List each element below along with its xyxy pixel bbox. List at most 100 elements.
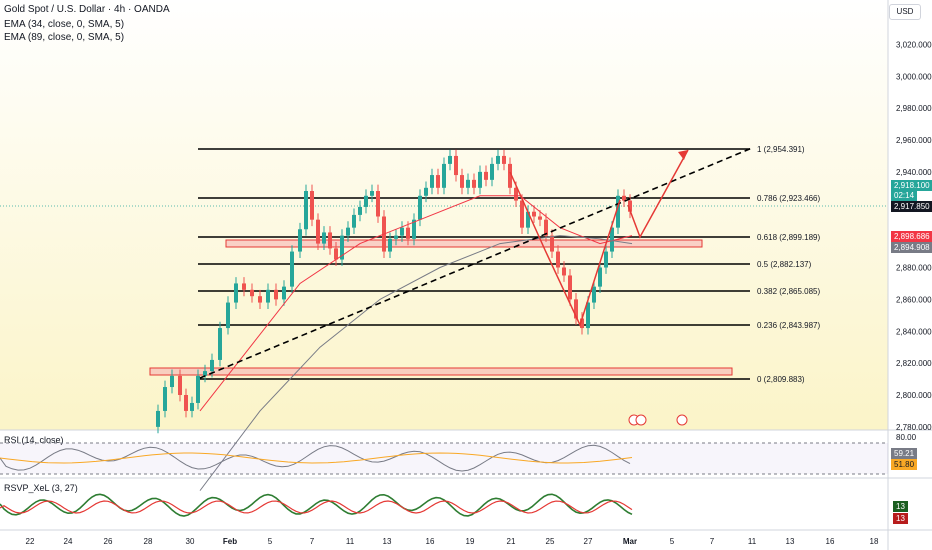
time-axis-label: 13: [786, 537, 795, 546]
ema34-legend[interactable]: EMA (34, close, 0, SMA, 5): [4, 19, 125, 30]
price-tick-label: 2,780.000: [896, 423, 932, 432]
rsi-pane-background: [0, 430, 888, 478]
candle-body: [466, 179, 470, 188]
price-tick-label: 2,960.000: [896, 136, 932, 145]
candle-body: [580, 318, 584, 329]
time-axis-label: 13: [383, 537, 392, 546]
candle-body: [622, 195, 626, 201]
support-zone: [149, 367, 733, 376]
candle-body: [203, 371, 207, 376]
candle-body: [412, 219, 416, 239]
fib-level-label: 0 (2,809.883): [757, 375, 805, 384]
candle-body: [163, 387, 167, 411]
candle-body: [544, 219, 548, 236]
candle-body: [418, 195, 422, 220]
candle-body: [496, 155, 500, 164]
candle-body: [478, 171, 482, 188]
time-axis-label: 28: [144, 537, 153, 546]
zigzag-pattern: [509, 171, 621, 328]
candle-body: [574, 299, 578, 319]
rsvp-slow-line: [0, 500, 633, 514]
candle-body: [210, 359, 214, 372]
candle-body: [628, 200, 632, 212]
candle-body: [538, 216, 542, 220]
candle-body: [562, 267, 566, 276]
symbol-title[interactable]: Gold Spot / U.S. Dollar · 4h · OANDA: [4, 4, 170, 15]
candle-body: [334, 248, 338, 260]
time-axis-label: 27: [584, 537, 593, 546]
event-icon: [676, 414, 688, 426]
candle-body: [436, 175, 440, 188]
time-axis-label: 22: [26, 537, 35, 546]
candle-body: [508, 163, 512, 188]
ema89-legend[interactable]: EMA (89, close, 0, SMA, 5): [4, 32, 125, 43]
time-axis-label: 26: [104, 537, 113, 546]
rsvp-value2-badge: 13: [893, 513, 908, 524]
candle-body: [484, 171, 488, 180]
last-price-badge: 2,918.100: [891, 180, 932, 191]
time-axis-label: 21: [507, 537, 516, 546]
candle-body: [424, 187, 428, 196]
candle-body: [170, 375, 174, 388]
countdown-badge: 02:14: [891, 190, 918, 201]
candle-body: [502, 155, 506, 164]
candle-body: [274, 289, 278, 300]
currency-button[interactable]: USD: [889, 4, 921, 20]
fib-level-label: 0.236 (2,843.987): [757, 321, 820, 330]
candle-body: [586, 302, 590, 329]
event-icon: [635, 414, 647, 426]
rsi-value-badge: 59.21: [891, 448, 918, 459]
ema34-badge: 2,898.686: [891, 231, 932, 242]
candle-body: [370, 191, 374, 196]
rsi-label: RSI (14, close): [4, 435, 64, 445]
candle-body: [250, 289, 254, 297]
rsvp-label: RSVP_XeL (3, 27): [4, 483, 78, 493]
candle-body: [196, 375, 200, 403]
candle-body: [352, 214, 356, 228]
price-tick-label: 3,000.000: [896, 72, 932, 81]
time-axis-label: 19: [466, 537, 475, 546]
rsi-tick-label: 80.00: [896, 433, 917, 442]
candle-body: [298, 229, 302, 252]
candle-body: [322, 232, 326, 244]
time-axis-label: 7: [710, 537, 715, 546]
candle-body: [556, 251, 560, 268]
price-tick-label: 2,860.000: [896, 295, 932, 304]
candle-body: [454, 155, 458, 176]
candle-body: [190, 402, 194, 411]
plot-background: [0, 0, 888, 430]
candle-body: [184, 395, 188, 411]
candle-body: [442, 163, 446, 188]
candle-body: [394, 235, 398, 239]
candle-body: [592, 286, 596, 303]
candle-body: [346, 227, 350, 236]
fib-level-label: 0.382 (2,865.085): [757, 287, 820, 296]
ema34-line: [199, 195, 633, 412]
candle-body: [430, 175, 434, 188]
projection-arrowhead: [678, 150, 688, 160]
candlestick-series: [156, 149, 632, 434]
candle-body: [282, 286, 286, 300]
candle-body: [520, 200, 524, 228]
rsvp-value-badge: 13: [893, 501, 908, 512]
candle-body: [316, 219, 320, 244]
candle-body: [550, 235, 554, 252]
rsi-ma-badge: 51.80: [891, 459, 918, 470]
rsvp-fast-line: [0, 493, 633, 517]
price-tick-label: 2,980.000: [896, 104, 932, 113]
candle-body: [604, 251, 608, 268]
rsi-band: [0, 443, 888, 474]
candle-body: [598, 267, 602, 287]
price-tick-label: 2,880.000: [896, 264, 932, 273]
candle-body: [310, 191, 314, 220]
candle-body: [376, 191, 380, 217]
candle-body: [328, 232, 332, 249]
price-tick-label: 2,800.000: [896, 391, 932, 400]
candle-body: [400, 227, 404, 236]
candle-body: [258, 296, 262, 303]
fib-level-label: 0.5 (2,882.137): [757, 260, 812, 269]
rsi-ma-line: [0, 452, 633, 464]
candle-body: [358, 206, 362, 215]
candle-body: [178, 375, 182, 395]
